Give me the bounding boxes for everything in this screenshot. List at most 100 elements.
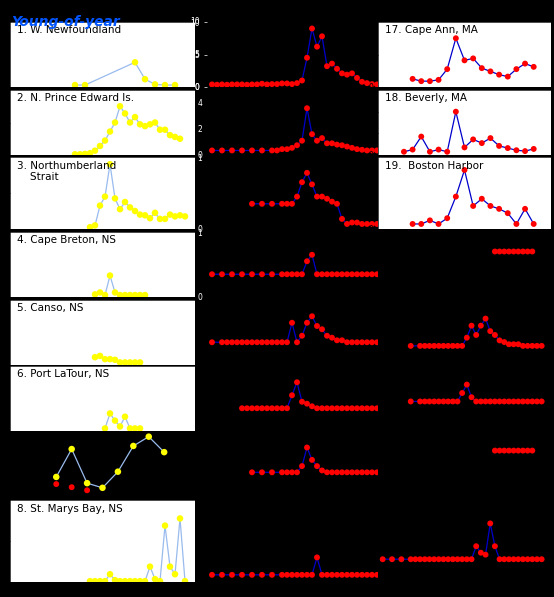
Point [472, 541, 481, 551]
Point [283, 144, 291, 154]
Point [519, 446, 527, 456]
Point [83, 478, 91, 488]
Point [293, 467, 301, 477]
Point [151, 79, 160, 89]
Point [302, 53, 311, 63]
Point [425, 396, 434, 406]
Point [322, 269, 331, 279]
Point [126, 424, 135, 433]
Point [367, 467, 376, 477]
Point [258, 79, 266, 88]
Point [521, 204, 530, 214]
Point [342, 141, 351, 151]
Point [378, 570, 387, 580]
Point [238, 146, 247, 155]
Point [293, 78, 301, 88]
Point [367, 570, 376, 580]
Point [505, 340, 514, 349]
Point [293, 377, 301, 387]
Point [136, 358, 145, 367]
Point [176, 513, 184, 523]
Point [121, 358, 130, 367]
Point [111, 193, 120, 203]
Point [307, 24, 316, 33]
Point [416, 555, 424, 564]
Point [248, 337, 257, 347]
Point [238, 404, 247, 413]
Point [90, 290, 99, 299]
Point [253, 404, 261, 413]
Point [283, 269, 291, 279]
Point [528, 341, 537, 350]
Point [181, 211, 189, 221]
Point [347, 269, 356, 279]
Point [420, 396, 429, 406]
Point [293, 140, 301, 150]
Point [101, 355, 110, 364]
Point [495, 555, 504, 564]
Point [434, 555, 443, 564]
Point [444, 341, 453, 350]
Point [116, 358, 125, 367]
Point [532, 555, 541, 564]
Point [512, 219, 521, 229]
Point [228, 337, 237, 347]
Point [283, 467, 291, 477]
Point [106, 570, 115, 579]
Point [469, 135, 478, 144]
Point [514, 555, 523, 564]
Point [452, 33, 460, 43]
Point [322, 570, 331, 580]
Text: 0: 0 [194, 82, 199, 91]
Point [171, 211, 179, 221]
Point [342, 269, 351, 279]
Point [495, 336, 504, 345]
Point [332, 140, 341, 149]
Point [111, 118, 120, 127]
Point [373, 146, 382, 155]
Point [218, 269, 227, 279]
Point [85, 577, 94, 586]
Point [121, 290, 130, 300]
Point [500, 396, 509, 406]
Point [453, 341, 462, 350]
Point [278, 467, 286, 477]
Point [378, 337, 387, 347]
Point [486, 519, 495, 528]
Point [362, 78, 371, 88]
Point [283, 570, 291, 580]
Point [490, 330, 499, 340]
Point [302, 399, 311, 408]
Point [352, 337, 361, 347]
Point [500, 247, 509, 256]
Point [505, 446, 514, 456]
Point [141, 121, 150, 131]
Point [141, 290, 150, 300]
Point [288, 199, 296, 208]
Point [228, 79, 237, 89]
Point [258, 467, 266, 477]
Text: Young-of-year: Young-of-year [11, 15, 120, 29]
Point [509, 555, 518, 564]
Point [126, 118, 135, 127]
Point [347, 143, 356, 153]
Point [322, 61, 331, 71]
Point [278, 337, 286, 347]
Point [151, 118, 160, 127]
Point [83, 485, 91, 495]
Point [373, 404, 382, 413]
Point [373, 570, 382, 580]
Point [337, 467, 346, 477]
Point [399, 147, 408, 156]
Point [248, 146, 257, 155]
Point [444, 396, 453, 406]
Point [248, 79, 257, 89]
Point [495, 247, 504, 256]
Point [476, 548, 485, 558]
Point [439, 341, 448, 350]
Point [337, 269, 346, 279]
Point [406, 396, 415, 406]
Point [519, 555, 527, 564]
Point [238, 337, 247, 347]
Point [514, 396, 523, 406]
